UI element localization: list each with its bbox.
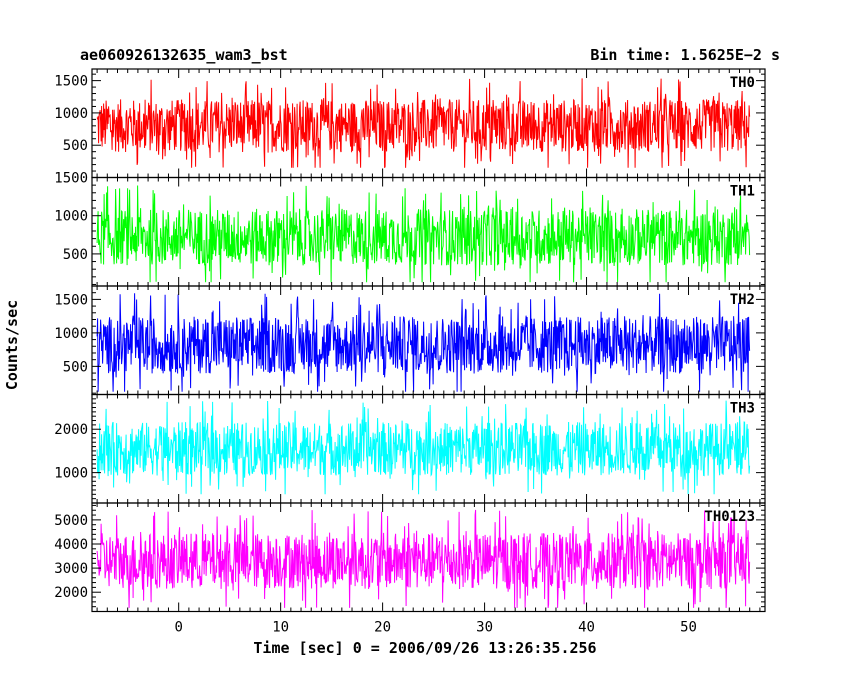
y-axis-label: Counts/sec (3, 300, 21, 390)
x-tick-label: 40 (578, 620, 595, 636)
y-tick-label: 5000 (54, 513, 88, 529)
series-name: TH1 (730, 184, 755, 200)
x-axis-label: Time [sec] 0 = 2006/09/26 13:26:35.256 (253, 639, 596, 657)
series-name: TH0123 (704, 509, 755, 525)
series-name: TH0 (730, 75, 755, 91)
series-th2 (96, 293, 751, 392)
series-name: TH2 (730, 292, 755, 308)
x-tick-label: 10 (272, 620, 289, 636)
y-tick-label: 1500 (54, 292, 88, 308)
y-tick-label: 500 (63, 359, 88, 375)
y-tick-label: 4000 (54, 537, 88, 553)
y-tick-label: 1000 (54, 326, 88, 342)
x-tick-label: 0 (174, 620, 182, 636)
chart-subtitle: Bin time: 1.5625E−2 s (590, 46, 780, 64)
panel-frame-th0123 (91, 502, 766, 613)
y-tick-label: 1500 (54, 171, 88, 187)
y-tick-label: 1000 (54, 209, 88, 225)
series-th0 (96, 78, 751, 168)
y-tick-label: 3000 (54, 561, 88, 577)
series-th0123 (96, 509, 751, 608)
x-tick-label: 50 (680, 620, 697, 636)
y-tick-label: 1500 (54, 74, 88, 90)
y-tick-label: 2000 (54, 422, 88, 438)
x-tick-label: 30 (476, 620, 493, 636)
y-tick-label: 1000 (54, 466, 88, 482)
y-tick-label: 500 (63, 138, 88, 154)
series-th3 (96, 400, 751, 495)
y-tick-label: 1000 (54, 106, 88, 122)
series-name: TH3 (730, 401, 755, 417)
x-tick-label: 20 (374, 620, 391, 636)
chart-title: ae060926132635_wam3_bst (80, 46, 288, 64)
y-tick-label: 500 (63, 247, 88, 263)
y-tick-label: 2000 (54, 585, 88, 601)
series-th1 (96, 185, 751, 283)
